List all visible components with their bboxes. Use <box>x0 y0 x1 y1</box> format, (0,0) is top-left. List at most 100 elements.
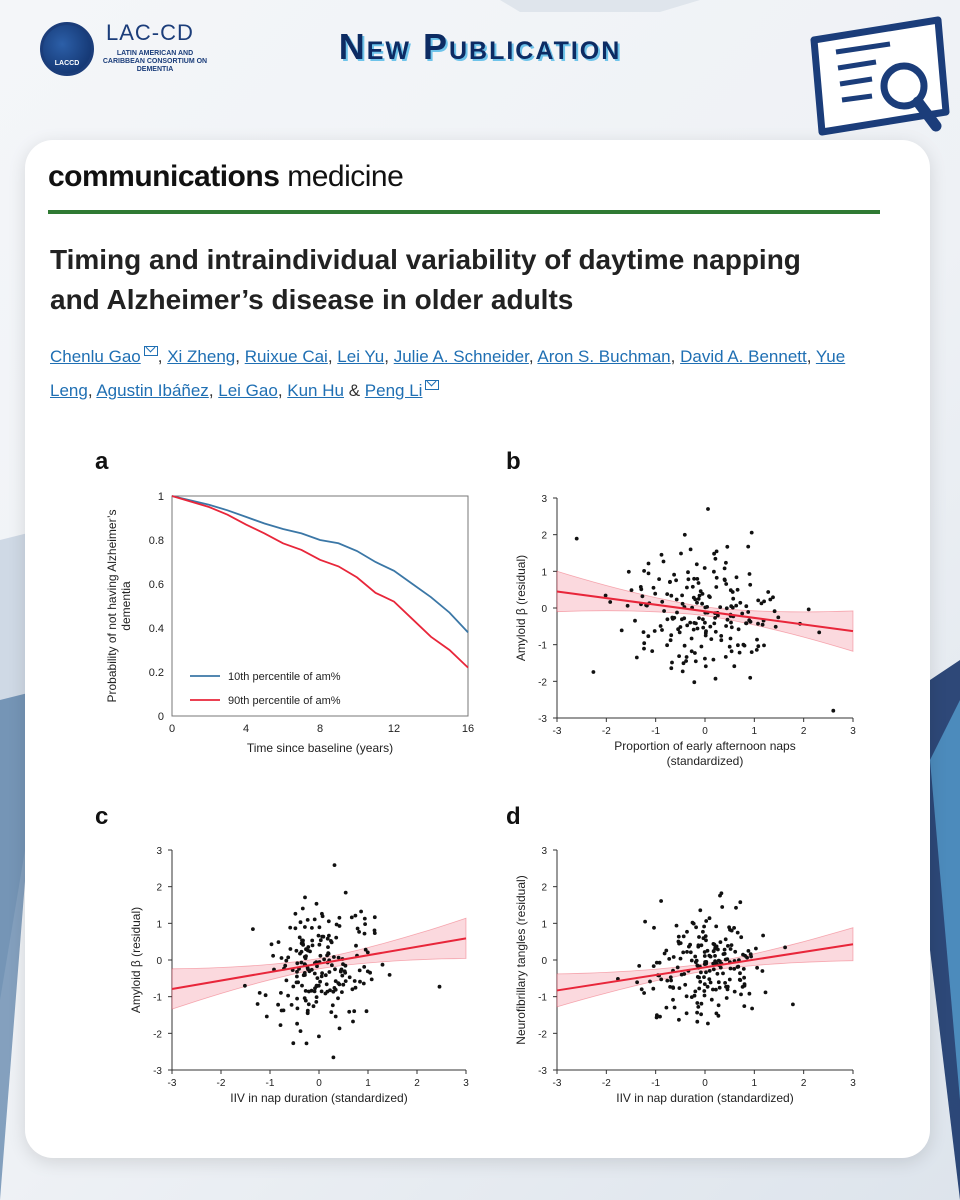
panel-b-data-point <box>639 587 644 592</box>
panel-d-data-point <box>724 996 729 1000</box>
panel-d-data-point <box>702 924 706 929</box>
panel-c-data-point <box>312 989 317 994</box>
panel-c-data-point <box>289 1003 294 1007</box>
panel-b-data-point <box>748 675 753 680</box>
panel-b-y-tick-label: 3 <box>541 494 547 505</box>
panel-b-y-tick-label: 1 <box>541 567 547 578</box>
author-link[interactable]: Xi Zheng <box>167 347 236 366</box>
author-link[interactable]: Aron S. Buchman <box>537 347 671 366</box>
author-link[interactable]: Ruixue Cai <box>244 347 328 366</box>
panel-b-data-point <box>700 601 704 606</box>
panel-c-data-point <box>349 915 354 920</box>
panel-d-data-point <box>747 991 752 996</box>
panel-d-data-point <box>711 942 716 946</box>
panel-b-data-point <box>762 599 766 604</box>
panel-b-data-point <box>662 609 666 613</box>
panel-c-data-point <box>353 913 358 918</box>
panel-d-data-point <box>717 985 722 990</box>
panel-d-y-tick-label: 2 <box>541 883 547 894</box>
panel-d-data-point <box>783 945 787 950</box>
panel-c-data-point <box>306 967 310 972</box>
panel-a-y-tick-label: 0.8 <box>149 535 164 547</box>
panel-b-data-point <box>729 620 733 625</box>
panel-d-x-axis-label: IIV in nap duration (standardized) <box>616 1091 793 1105</box>
author-link[interactable]: Peng Li <box>364 381 423 400</box>
panel-c-data-point <box>297 935 302 940</box>
panel-d-data-point <box>713 954 717 958</box>
panel-c-data-point <box>372 931 377 935</box>
panel-b-data-point <box>723 578 727 583</box>
panel-b-data-point <box>697 593 702 598</box>
panel-c-data-point <box>263 993 268 998</box>
panel-label-d: d <box>506 803 521 830</box>
panel-b-data-point <box>665 617 670 622</box>
panel-d-data-point <box>672 1005 677 1010</box>
panel-b-data-point <box>688 620 693 625</box>
panel-c-data-point <box>305 918 310 922</box>
panel-b-data-point <box>746 610 751 614</box>
panel-d-data-point <box>729 943 734 947</box>
panel-d-data-point <box>748 952 753 956</box>
panel-d-data-point <box>723 981 727 985</box>
panel-b-data-point <box>646 634 651 639</box>
author-link[interactable]: Kun Hu <box>287 381 344 400</box>
panel-c-data-point <box>352 979 357 983</box>
panel-a-x-tick-label: 12 <box>388 723 400 735</box>
panel-b-data-point <box>728 588 733 593</box>
panel-b-data-point <box>703 620 707 625</box>
panel-b-data-point <box>744 621 748 626</box>
panel-d-y-tick-label: 3 <box>541 846 547 857</box>
panel-c-data-point <box>350 987 355 992</box>
author-link[interactable]: Agustin Ibáñez <box>96 381 209 400</box>
panel-b-data-point <box>680 601 685 606</box>
author-link[interactable]: Lei Yu <box>337 347 385 366</box>
panel-c-data-point <box>286 993 290 998</box>
panel-b-data-point <box>695 577 700 581</box>
panel-b-data-point <box>674 597 679 602</box>
panel-c-x-tick-label: -1 <box>266 1078 275 1089</box>
email-icon[interactable] <box>143 346 158 356</box>
panel-d-data-point <box>716 1003 721 1008</box>
panel-label-a: a <box>95 448 109 475</box>
panel-c-data-point <box>300 938 304 943</box>
author-link[interactable]: Chenlu Gao <box>50 347 141 366</box>
panel-b-data-point <box>688 547 693 552</box>
panel-c-data-point <box>372 915 377 920</box>
panel-b-data-point <box>677 630 682 635</box>
panel-b-data-point <box>760 622 765 627</box>
panel-d-data-point <box>699 943 704 948</box>
panel-b-data-point <box>668 579 672 584</box>
panel-d-data-point <box>735 930 740 935</box>
panel-d-data-point <box>677 986 682 990</box>
panel-c-data-point <box>343 890 348 895</box>
panel-d-x-tick-label: -1 <box>651 1078 660 1089</box>
panel-c-data-point <box>303 956 308 961</box>
panel-b-data-point <box>682 643 687 648</box>
panel-d-fit-line <box>556 943 854 992</box>
panel-d-data-point <box>707 969 712 973</box>
email-icon[interactable] <box>425 380 440 390</box>
panel-b-x-tick-label: -3 <box>553 726 562 737</box>
panel-d-data-point <box>651 964 656 968</box>
panel-b-data-point <box>691 595 696 600</box>
author-link[interactable]: David A. Bennett <box>680 347 807 366</box>
panel-c-data-point <box>341 982 346 987</box>
panel-b-data-point <box>703 605 708 610</box>
author-link[interactable]: Lei Gao <box>218 381 278 400</box>
panel-b-data-point <box>755 637 759 642</box>
panel-d-data-point <box>695 1010 699 1015</box>
author-link[interactable]: Julie A. Schneider <box>393 347 529 366</box>
panel-b-data-point <box>694 562 699 567</box>
panel-c-data-point <box>325 936 330 941</box>
panel-b-data-point <box>701 617 705 622</box>
panel-d-data-point <box>702 989 707 993</box>
panel-b-data-point <box>747 572 752 576</box>
panel-c-data-point <box>332 955 336 959</box>
panel-b-data-point <box>669 633 674 638</box>
panel-d-data-point <box>716 958 721 963</box>
panel-c-data-point <box>291 1041 296 1046</box>
author-link[interactable]: Yue Leng <box>50 347 846 400</box>
panel-c-y-tick-label: -3 <box>153 1066 162 1077</box>
panel-d-data-point <box>639 987 644 992</box>
panel-c-data-point <box>357 930 361 934</box>
